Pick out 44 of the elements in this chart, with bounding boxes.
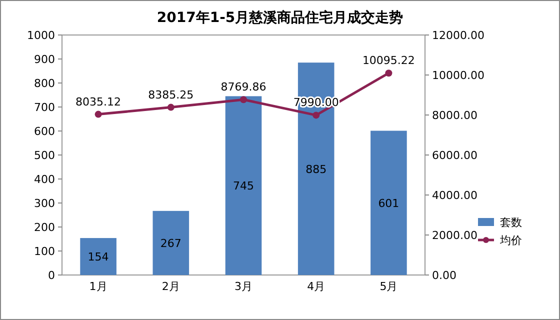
x-tick-label: 2月	[162, 280, 180, 293]
y2-tick-label: 0.00	[432, 269, 456, 282]
y-tick-label: 100	[34, 245, 55, 258]
data-label: 10095.22	[362, 54, 415, 68]
y-tick-label: 300	[34, 197, 55, 210]
bar	[152, 210, 190, 275]
point	[167, 104, 174, 111]
x-tick-label: 1月	[89, 280, 108, 293]
data-label: 267	[160, 236, 182, 250]
y2-tick-label: 4000.00	[432, 189, 478, 202]
x-tick-label: 5月	[380, 280, 398, 293]
point	[312, 112, 320, 119]
data-label: 885	[306, 162, 327, 176]
y-tick-label: 800	[34, 77, 55, 90]
y2-tick-label: 12000.00	[432, 29, 484, 42]
y2-tick-label: 2000.00	[432, 229, 478, 242]
y-tick-label: 700	[34, 101, 55, 114]
bar	[80, 238, 116, 275]
point	[94, 110, 102, 118]
chart-title: 2017年1-5月慈溪商品住宅月成交走势	[156, 9, 404, 26]
y-tick-label: 200	[34, 221, 55, 234]
legend-label: 套数	[500, 216, 522, 229]
y-tick-label: 600	[34, 125, 55, 138]
data-label: 8385.25	[148, 88, 194, 102]
y2-tick-label: 8000.00	[432, 109, 478, 122]
data-label: 745	[233, 180, 254, 193]
y-tick-label: 500	[34, 149, 55, 162]
y2-tick-label: 10000.00	[432, 69, 484, 82]
bar	[225, 96, 262, 275]
x-tick-label: 3月	[234, 280, 252, 293]
data-label: 154	[88, 250, 109, 264]
x-tick-label: 4月	[307, 280, 326, 293]
y-tick-label: 900	[34, 53, 55, 66]
y2-tick-label: 6000.00	[432, 149, 478, 162]
y-tick-label: 400	[34, 173, 55, 186]
legend-label: 均价	[499, 234, 522, 247]
data-label: 8035.12	[76, 95, 122, 108]
y-tick-label: 1000	[27, 29, 55, 42]
point	[240, 96, 247, 104]
data-label: 601	[378, 196, 400, 210]
y-tick-label: 0	[48, 269, 55, 282]
data-label: 8769.86	[220, 80, 266, 94]
bar	[370, 130, 407, 275]
point	[385, 70, 392, 77]
